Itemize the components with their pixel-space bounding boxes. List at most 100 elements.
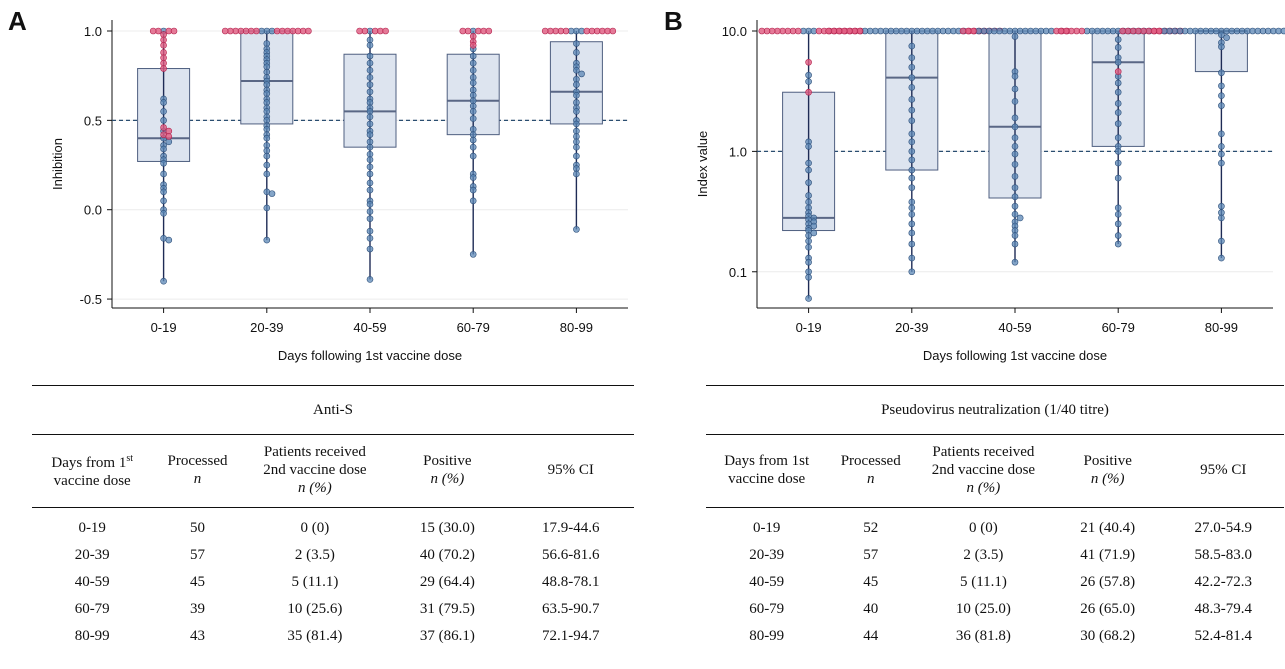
data-point — [469, 251, 477, 258]
col-header-ci: 95% CI — [507, 434, 634, 508]
data-point — [573, 92, 580, 99]
data-point — [160, 188, 167, 196]
data-point — [263, 134, 271, 142]
data-point — [165, 133, 173, 140]
data-point — [469, 108, 477, 115]
data-point — [366, 245, 374, 253]
data-point — [366, 163, 374, 171]
data-point — [263, 161, 271, 169]
data-point — [1114, 36, 1122, 43]
data-point — [305, 27, 312, 35]
col-header-days: Days from 1st vaccine dose — [32, 434, 153, 508]
data-point — [1218, 237, 1225, 245]
data-point — [366, 131, 374, 138]
col-header-days: Days from 1st vaccine dose — [706, 434, 828, 508]
data-point — [1016, 214, 1024, 222]
table-row: 40-59 45 5 (11.1) 29 (64.4) 48.8-78.1 — [32, 569, 634, 596]
cell-received: 0 (0) — [300, 520, 330, 536]
data-point — [1218, 69, 1225, 77]
chart-a-inhibition: 1.0 0.5 0.0 -0.5 Inhibition 0-19 20-39 40-59 60-… — [50, 20, 628, 363]
cell-positive: 26 (65.0) — [1080, 601, 1136, 617]
data-point — [1218, 130, 1225, 138]
data-point — [366, 41, 374, 49]
data-point — [805, 166, 812, 174]
data-point — [908, 84, 916, 91]
data-point — [485, 27, 493, 35]
data-point — [366, 81, 374, 88]
cell-positive: 15 (30.0) — [419, 520, 475, 536]
data-point — [366, 208, 374, 215]
cell-received: 5 (11.1) — [959, 574, 1007, 590]
data-point — [908, 229, 916, 237]
cell-processed: 50 — [190, 520, 206, 536]
data-point — [160, 117, 167, 124]
y-tick-label: -0.5 — [80, 292, 102, 307]
data-point — [1114, 220, 1122, 228]
table-title: Pseudovirus neutralization (1/40 titre) — [706, 385, 1284, 435]
data-point — [1114, 100, 1122, 107]
data-point — [1218, 159, 1225, 167]
data-point — [1011, 33, 1019, 40]
data-point — [160, 41, 167, 49]
data-point — [469, 67, 477, 74]
x-axis-label: Days following 1st vaccine dose — [278, 348, 462, 363]
col-header-processed: Processed n — [827, 434, 915, 508]
cell-days: 40-59 — [749, 574, 785, 590]
chart-b-index-value: 10.0 1.0 0.1 Index value 0-19 20-39 40-59 60-79… — [695, 20, 1285, 363]
data-point — [170, 27, 178, 35]
cell-ci: 58.5-83.0 — [1194, 547, 1253, 563]
cell-days: 40-59 — [74, 574, 110, 590]
data-point — [160, 145, 167, 153]
data-point — [160, 197, 167, 205]
data-point — [366, 227, 374, 235]
data-point — [1011, 232, 1019, 239]
data-point — [573, 67, 580, 74]
cell-processed: 44 — [863, 628, 879, 644]
cell-ci: 56.6-81.6 — [542, 547, 600, 563]
data-point — [366, 156, 374, 163]
data-point — [1011, 202, 1019, 210]
data-point — [366, 88, 374, 96]
cell-ci: 27.0-54.9 — [1194, 520, 1253, 536]
col-header-received: Patients received 2nd vaccine dose n (%) — [242, 434, 388, 508]
cell-received: 10 (25.0) — [955, 601, 1011, 617]
cell-processed: 45 — [863, 574, 879, 590]
cell-processed: 52 — [863, 520, 879, 536]
data-point — [1280, 27, 1285, 35]
data-point — [160, 99, 167, 106]
y-axis-label: Index value — [695, 131, 710, 198]
y-tick-label: 0.0 — [84, 203, 102, 218]
x-tick-label: 0-19 — [796, 320, 822, 335]
y-axis-label: Inhibition — [50, 138, 65, 190]
data-point — [908, 138, 916, 146]
data-point — [1011, 184, 1019, 191]
data-point — [1011, 143, 1019, 150]
data-point — [366, 235, 374, 242]
data-point — [908, 130, 916, 138]
data-point — [469, 79, 477, 87]
data-point — [573, 40, 580, 47]
data-point — [805, 243, 812, 251]
data-point — [469, 136, 477, 144]
data-point — [366, 59, 374, 67]
data-point — [366, 215, 374, 222]
data-point — [573, 81, 580, 88]
data-point — [1114, 44, 1122, 51]
cell-ci: 17.9-44.6 — [542, 520, 600, 536]
data-point — [469, 152, 477, 160]
data-point — [1011, 240, 1019, 248]
data-point — [758, 27, 766, 35]
data-point — [1218, 143, 1225, 150]
data-point — [1218, 82, 1225, 90]
x-tick-label: 0-19 — [151, 320, 177, 335]
data-point — [366, 201, 374, 208]
cell-positive: 21 (40.4) — [1080, 520, 1136, 536]
data-point — [805, 268, 812, 276]
data-point — [573, 152, 580, 160]
cell-days: 60-79 — [74, 601, 110, 617]
cell-received: 35 (81.4) — [287, 628, 343, 644]
data-point — [908, 204, 916, 212]
data-point — [908, 254, 916, 262]
data-point — [805, 232, 812, 239]
data-point — [573, 49, 580, 56]
